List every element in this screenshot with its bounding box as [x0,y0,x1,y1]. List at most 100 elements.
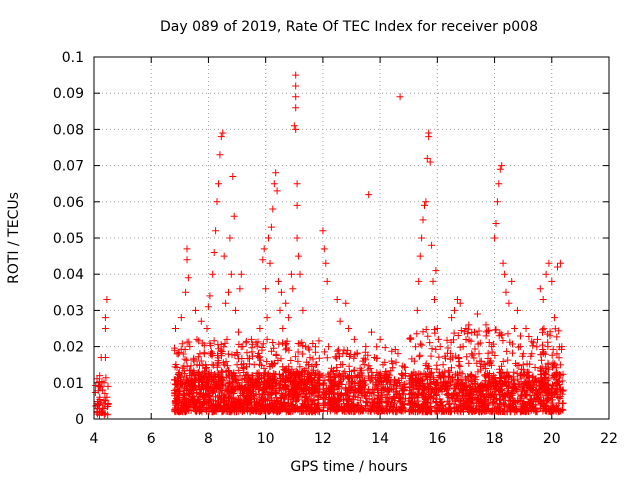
data-point [458,370,466,378]
data-point [448,314,456,322]
data-point [361,392,368,399]
y-tick-label: 0.09 [53,86,84,102]
y-tick-label: 0 [75,412,84,428]
data-point [330,386,338,394]
data-point [528,337,536,345]
data-point [220,343,228,351]
data-point [311,361,319,369]
data-point [329,368,337,375]
data-point [282,340,290,347]
data-point [345,325,353,332]
data-point [333,296,341,303]
data-point [479,406,487,414]
data-point [210,249,218,256]
data-point [350,367,358,375]
data-point [292,82,300,90]
data-point [551,360,559,368]
data-point [542,392,550,400]
data-point [425,365,433,372]
y-tick-label: 0.01 [53,376,84,392]
data-point [234,376,242,384]
data-point [432,267,440,275]
data-point [552,364,560,372]
data-point [319,380,327,388]
data-point [444,367,452,375]
data-point [260,245,268,253]
data-point [465,336,473,344]
data-point [466,400,474,408]
data-point [212,405,220,413]
data-point [214,352,221,359]
data-point [453,379,461,387]
data-point [410,357,418,365]
data-point [554,393,562,401]
data-point [255,385,263,393]
data-point [218,390,225,398]
data-point [432,398,440,406]
data-point [457,408,465,416]
data-point [510,403,518,410]
data-point [197,317,205,325]
data-point [536,285,544,293]
data-point [287,357,295,364]
data-point [363,398,371,406]
data-point [267,402,275,410]
data-point [541,407,549,414]
data-point [244,391,252,399]
data-point [100,397,108,405]
data-point [247,335,255,343]
data-point [190,381,198,389]
data-point [99,404,107,412]
data-point [204,303,212,311]
data-point [323,277,331,285]
data-point [340,405,348,413]
data-point [531,364,539,371]
data-point [305,401,313,409]
data-point [217,404,225,412]
data-point [502,379,510,387]
data-point [373,343,381,351]
data-point [416,252,424,260]
data-point [351,373,359,381]
data-point [334,403,341,411]
data-point [498,162,506,170]
data-point [494,403,502,411]
data-point [356,364,364,372]
data-point [96,382,104,390]
data-point [433,325,441,332]
data-point [294,348,302,356]
y-tick-label: 0.1 [62,50,84,66]
data-point [385,386,393,394]
data-point [401,363,408,371]
data-point [214,341,222,349]
data-point [339,350,347,358]
data-point [551,314,559,322]
data-point [484,326,492,334]
data-point [101,396,109,404]
data-point [456,299,464,307]
data-point [511,325,519,332]
data-point [462,336,470,343]
data-point [196,408,203,415]
data-point [497,375,505,382]
data-point [203,364,210,371]
data-point [183,356,191,364]
data-point [252,403,260,411]
data-point [425,388,433,396]
data-point [279,325,287,332]
data-point [370,391,378,399]
data-point [194,353,202,361]
data-point [262,378,270,386]
data-point [516,343,524,351]
data-point [435,353,443,361]
data-point [269,205,277,213]
data-point [244,407,252,415]
data-point [421,201,428,209]
data-point [556,377,564,385]
data-point [256,353,264,361]
data-point [428,241,436,249]
data-point [279,393,287,401]
data-point [553,333,561,341]
data-point [275,277,282,285]
data-point [376,335,384,343]
